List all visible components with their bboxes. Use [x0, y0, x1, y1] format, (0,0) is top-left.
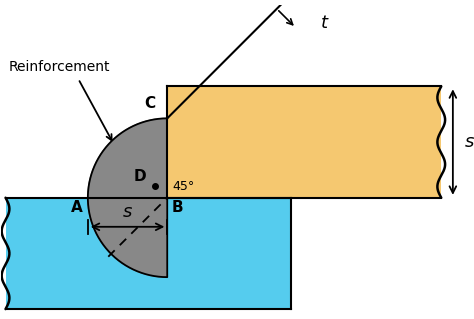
Text: $s$: $s$ [122, 203, 133, 221]
Text: D: D [134, 169, 146, 184]
Bar [6, 198, 291, 309]
Text: $s$: $s$ [465, 133, 474, 151]
Text: Reinforcement: Reinforcement [9, 60, 110, 74]
Text: $t$: $t$ [320, 14, 330, 32]
Bar [167, 86, 441, 198]
Text: B: B [172, 200, 184, 215]
Text: 45°: 45° [172, 180, 194, 193]
Text: C: C [145, 96, 155, 111]
Polygon shape [88, 118, 167, 277]
Text: A: A [71, 200, 83, 215]
